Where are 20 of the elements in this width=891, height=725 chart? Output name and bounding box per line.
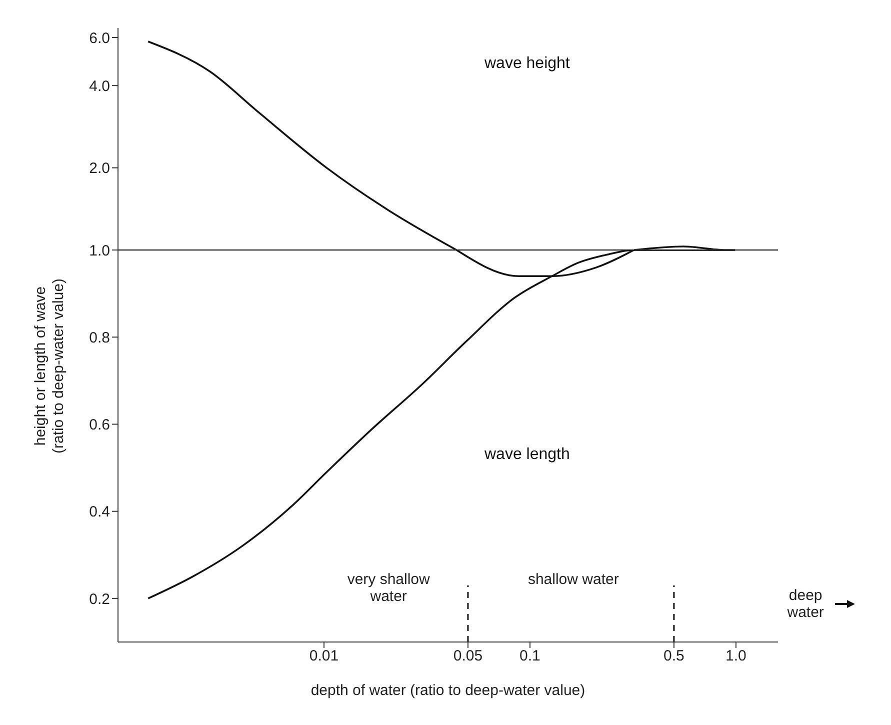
y-tick-label: 2.0 — [89, 160, 110, 178]
y-tick-label: 0.4 — [89, 504, 110, 521]
text: wave height — [483, 54, 571, 73]
y-axis-title: height or length of wave (ratio to deep-water value) — [32, 277, 68, 456]
x-tick-label: 0.01 — [309, 648, 339, 665]
y-tick-label: 0.8 — [89, 329, 110, 346]
y-tick-label: 0.6 — [89, 416, 110, 434]
x-tick-label: 1.0 — [726, 648, 746, 665]
text: deep water — [786, 586, 825, 621]
y-tick-label: 4.0 — [89, 78, 110, 95]
x-tick-label: 0.1 — [520, 648, 540, 665]
text: wave length — [483, 446, 571, 464]
x-tick-label: 0.5 — [664, 648, 684, 665]
y-tick-label: 6.0 — [89, 30, 110, 47]
x-axis-title: depth of water (ratio to deep-water value) — [310, 682, 586, 699]
y-tick-label: 1.0 — [89, 242, 110, 260]
x-tick-label: 0.05 — [453, 648, 483, 665]
annotation: very shallow water — [346, 571, 431, 606]
y-tick-label: 0.2 — [89, 590, 110, 608]
annotation: shallow water — [526, 571, 620, 588]
